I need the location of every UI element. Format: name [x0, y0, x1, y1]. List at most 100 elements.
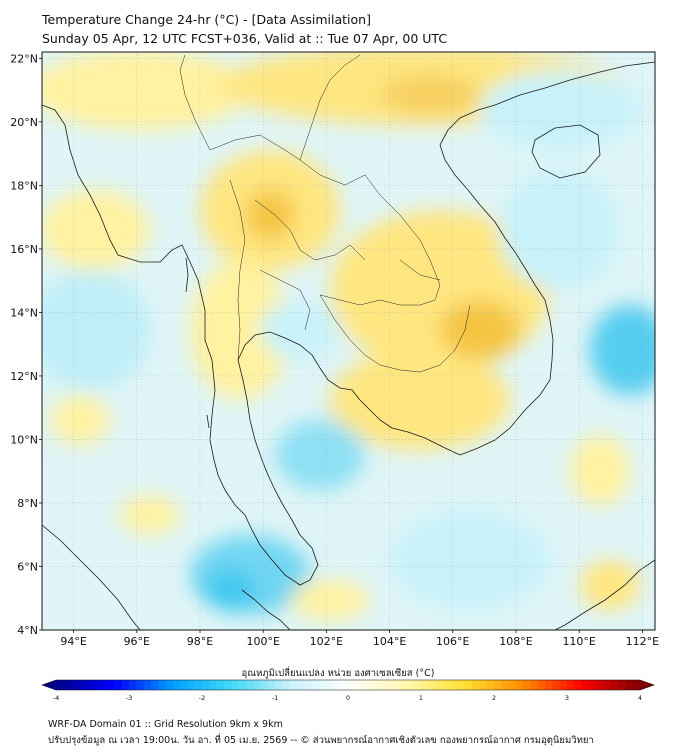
colorbar-segment [296, 680, 305, 690]
colorbar-segment [545, 680, 553, 690]
colorbar-segment [92, 680, 101, 690]
lon-tick-label: 94°E [60, 635, 86, 648]
colorbar-segment [136, 680, 144, 690]
colorbar-segment [267, 680, 276, 690]
admin-borders [179, 54, 471, 373]
colorbar-segment [231, 680, 239, 690]
colorbar-segment [70, 680, 79, 690]
colorbar-segment [77, 680, 86, 690]
lon-tick-label: 106°E [436, 635, 469, 648]
colorbar-segment [121, 680, 130, 690]
colorbar-segment [348, 680, 356, 690]
colorbar-segment [223, 680, 232, 690]
lat-tick-label: 14°N [10, 306, 38, 319]
colorbar-segment [56, 680, 64, 690]
colorbar-segment [216, 680, 225, 690]
coast-sumatra-east [241, 589, 291, 630]
lon-tick-label: 104°E [373, 635, 406, 648]
lat-tick-label: 6°N [17, 560, 38, 573]
border-laos-china [299, 54, 361, 161]
colorbar-tick-label: 0 [346, 694, 350, 702]
colorbar-segment [340, 680, 349, 690]
colorbar-segment [515, 680, 524, 690]
gridlines [42, 52, 655, 630]
lat-tick-label: 22°N [10, 52, 38, 65]
colorbar-segment [391, 680, 400, 690]
lon-tick-label: 110°E [562, 635, 595, 648]
colorbar-segment [150, 680, 159, 690]
colorbar-segment [209, 680, 217, 690]
coast-hainan [531, 124, 601, 179]
colorbar-segment [326, 680, 334, 690]
border-provinces-2 [259, 269, 311, 331]
colorbar-segment [501, 680, 509, 690]
colorbar-segment [63, 680, 71, 690]
colorbar-segment [530, 680, 539, 690]
colorbar-segment [194, 680, 203, 690]
colorbar-segment [311, 680, 320, 690]
footer-update-info: ปรับปรุงข้อมูล ณ เวลา 19:00น. วัน อา. ที… [48, 735, 594, 746]
footer-model-info: WRF-DA Domain 01 :: Grid Resolution 9km … [48, 719, 283, 730]
colorbar-outline [41, 679, 655, 691]
coast-myanmar [42, 104, 219, 476]
coast-nicobar [206, 414, 210, 429]
colorbar-tick-label: -1 [272, 694, 278, 702]
colorbar-segment [574, 680, 582, 690]
colorbar-segment [85, 680, 93, 690]
border-thailand-laos [209, 134, 441, 306]
colorbar-min-extend [42, 680, 56, 690]
colorbar-segment [165, 680, 174, 690]
colorbar-segment [245, 680, 254, 690]
lon-tick-label: 100°E [246, 635, 279, 648]
colorbar-segment [413, 680, 422, 690]
colorbar-segment [202, 680, 210, 690]
map-title: Temperature Change 24-hr (°C) - [Data As… [42, 12, 371, 27]
colorbar-segment [304, 680, 312, 690]
colorbar-tick-label: -2 [199, 694, 205, 702]
coast-sumatra-west [42, 524, 141, 630]
lat-axis: 22°N 20°N 18°N 16°N 14°N 12°N 10°N 8°N 6°N 4°N [10, 52, 42, 637]
colorbar-segment [253, 680, 261, 690]
colorbar-segment [494, 680, 502, 690]
colorbar-tick-label: -4 [53, 694, 59, 702]
colorbar-segment [406, 680, 415, 690]
colorbar-segment [362, 680, 371, 690]
lat-tick-label: 4°N [17, 624, 38, 637]
colorbar-segment [464, 680, 473, 690]
colorbar-segment [355, 680, 363, 690]
colorbar-segment [552, 680, 561, 690]
colorbar-max-extend [640, 680, 654, 690]
coast-gulf-thailand [237, 331, 461, 456]
lat-tick-label: 12°N [10, 370, 38, 383]
colorbar-segment [377, 680, 385, 690]
colorbar-segment [442, 680, 451, 690]
border-cambodia [319, 294, 471, 373]
colorbar-label: อุณหภูมิเปลี่ยนแปลง หน่วย องศาเซลเซียส (… [241, 668, 435, 679]
colorbar-segment [618, 680, 626, 690]
colorbar-segment [143, 680, 152, 690]
colorbar-tick-label: -3 [126, 694, 132, 702]
lon-tick-label: 102°E [310, 635, 343, 648]
lat-tick-label: 18°N [10, 179, 38, 192]
colorbar-segment [625, 680, 634, 690]
colorbar-segment [187, 680, 196, 690]
colorbar-segment [238, 680, 247, 690]
colorbar-segment [457, 680, 466, 690]
lon-tick-label: 98°E [187, 635, 213, 648]
colorbar-segment [610, 680, 619, 690]
map-subtitle: Sunday 05 Apr, 12 UTC FCST+036, Valid at… [42, 31, 448, 46]
colorbar-segment [559, 680, 568, 690]
coast-china [494, 61, 655, 106]
colorbar-segment [450, 680, 458, 690]
colorbar-segment [537, 680, 546, 690]
border-provinces-3 [399, 259, 441, 281]
colorbar-segment [508, 680, 517, 690]
colorbar-segment [260, 680, 269, 690]
lat-tick-label: 10°N [10, 433, 38, 446]
colorbar-segment [289, 680, 298, 690]
colorbar-segment [632, 680, 641, 690]
lon-axis: 94°E 96°E 98°E 100°E 102°E 104°E 106°E 108°E 110… [60, 630, 659, 648]
colorbar-tick-label: 2 [492, 694, 496, 702]
colorbar-segments [42, 680, 654, 690]
colorbar-tick-label: 3 [565, 694, 569, 702]
